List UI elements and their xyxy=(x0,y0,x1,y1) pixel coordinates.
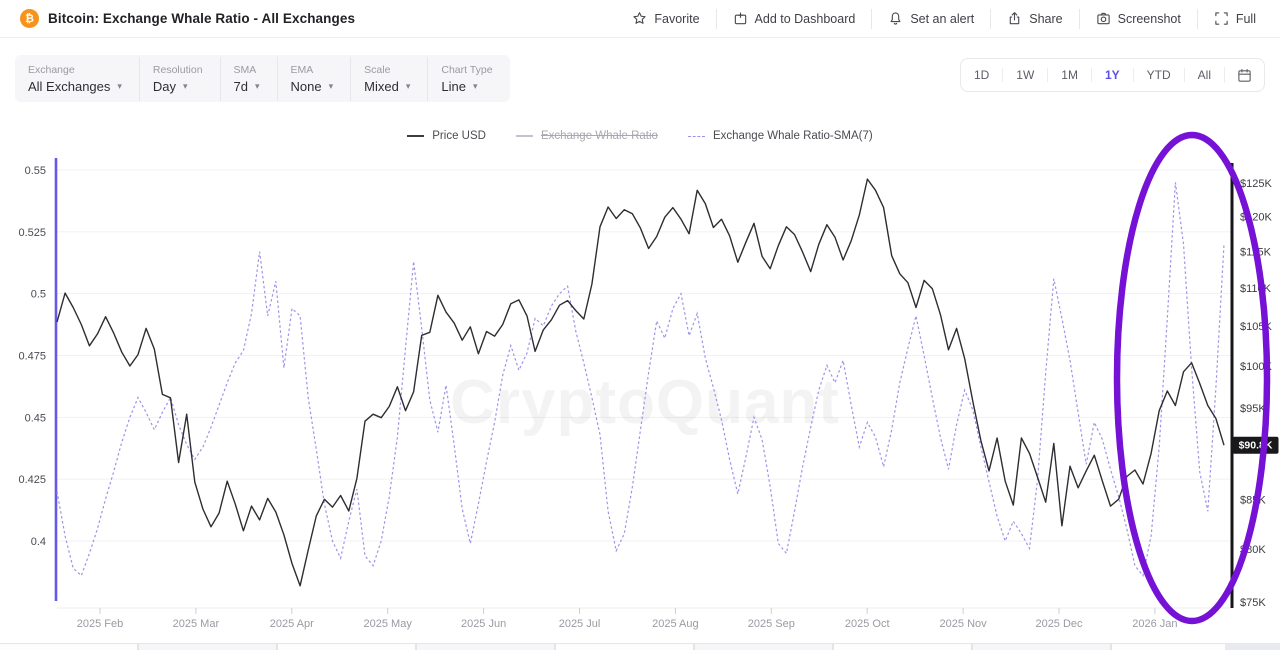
chevron-down-icon: ▾ xyxy=(183,80,188,91)
screenshot-button[interactable]: Screenshot xyxy=(1078,8,1197,29)
chart-legend: Price USD Exchange Whale Ratio Exchange … xyxy=(0,130,1280,142)
left-axis-tick-label: 0.5 xyxy=(31,289,46,301)
whale-ratio-line-swatch xyxy=(515,135,533,137)
share-button[interactable]: Share xyxy=(990,8,1078,29)
price-line-swatch xyxy=(407,135,425,137)
range-1w[interactable]: 1W xyxy=(1002,68,1047,82)
bell-icon xyxy=(890,12,901,25)
left-axis-tick-label: 0.525 xyxy=(18,227,46,239)
range-1m[interactable]: 1M xyxy=(1047,68,1091,82)
x-axis-tick-label: 2025 Nov xyxy=(940,618,988,630)
filter-toolbar: Exchange All Exchanges ▾ Resolution Day ▾ … xyxy=(15,55,510,102)
range-1d[interactable]: 1D xyxy=(973,68,990,82)
ema-select[interactable]: EMA None ▾ xyxy=(276,56,351,101)
exchange-select[interactable]: Exchange All Exchanges ▾ xyxy=(28,63,122,94)
dashboard-add-icon xyxy=(734,12,746,25)
timeline-scrollbar[interactable] xyxy=(0,643,1280,650)
legend-price-usd[interactable]: Price USD xyxy=(407,130,486,142)
range-1y[interactable]: 1Y xyxy=(1090,68,1133,82)
x-axis-tick-label: 2026 Jan xyxy=(1132,618,1177,630)
chevron-down-icon: ▾ xyxy=(328,80,334,91)
sma-line-swatch xyxy=(687,135,705,137)
favorite-button[interactable]: Favorite xyxy=(616,9,715,29)
legend-exchange-whale-ratio[interactable]: Exchange Whale Ratio xyxy=(515,130,658,142)
x-axis-tick-label: 2025 Apr xyxy=(270,618,314,630)
left-axis-tick-label: 0.475 xyxy=(18,350,46,362)
set-alert-button[interactable]: Set an alert xyxy=(871,8,990,29)
bitcoin-icon: ₿ xyxy=(20,9,39,28)
x-axis-tick-label: 2025 Sep xyxy=(748,618,795,630)
right-axis-tick-label: $95K xyxy=(1240,403,1266,415)
x-axis-tick-label: 2025 Jul xyxy=(559,618,601,630)
left-axis-tick-label: 0.4 xyxy=(31,536,46,548)
sma-select[interactable]: SMA 7d ▾ xyxy=(219,56,277,101)
custom-date-button[interactable] xyxy=(1224,67,1264,83)
header: ₿ Bitcoin: Exchange Whale Ratio - All Ex… xyxy=(0,0,1280,38)
left-axis-tick-label: 0.425 xyxy=(18,474,46,486)
page-title: Bitcoin: Exchange Whale Ratio - All Exch… xyxy=(48,11,356,26)
add-to-dashboard-button[interactable]: Add to Dashboard xyxy=(715,8,872,29)
x-axis-tick-label: 2025 Dec xyxy=(1035,618,1083,630)
chevron-down-icon: ▾ xyxy=(472,80,478,91)
star-icon xyxy=(633,12,646,24)
left-axis-tick-label: 0.55 xyxy=(25,165,46,177)
scale-select[interactable]: Scale Mixed ▾ xyxy=(350,56,427,101)
x-axis-tick-label: 2025 Mar xyxy=(173,618,220,630)
legend-whale-ratio-sma[interactable]: Exchange Whale Ratio-SMA(7) xyxy=(687,130,873,142)
x-axis-tick-label: 2025 May xyxy=(364,618,413,630)
price-usd-line xyxy=(56,178,1225,587)
timeline-scrollbar-handle[interactable] xyxy=(1225,643,1280,650)
x-axis-tick-label: 2025 Aug xyxy=(652,618,699,630)
chart-type-select[interactable]: Chart Type Line ▾ xyxy=(427,56,509,101)
fullscreen-button[interactable]: Full xyxy=(1196,8,1272,29)
chevron-down-icon: ▾ xyxy=(117,80,122,91)
resolution-select[interactable]: Resolution Day ▾ xyxy=(138,56,220,101)
x-axis-tick-label: 2025 Oct xyxy=(845,618,890,630)
chevron-down-icon: ▾ xyxy=(255,80,260,91)
right-axis-tick-label: $110K xyxy=(1240,283,1272,295)
range-selector: 1D 1W 1M 1Y YTD All xyxy=(959,58,1265,92)
watermark: CryptoQuant xyxy=(450,368,840,437)
x-axis-tick-label: 2025 Jun xyxy=(461,618,506,630)
x-axis-tick-label: 2025 Feb xyxy=(77,618,123,630)
range-all[interactable]: All xyxy=(1183,68,1224,82)
share-icon xyxy=(1009,12,1020,25)
highlight-ellipse-annotation[interactable] xyxy=(1113,131,1271,625)
camera-icon xyxy=(1096,12,1110,25)
header-actions: Favorite Add to Dashboard Set an alert S… xyxy=(616,0,1280,37)
fullscreen-icon xyxy=(1215,12,1228,25)
left-axis-tick-label: 0.45 xyxy=(25,412,46,424)
current-price-badge-label: $90.8K xyxy=(1239,440,1273,452)
calendar-icon xyxy=(1238,68,1251,82)
right-axis-tick-label: $75K xyxy=(1240,597,1266,609)
chevron-down-icon: ▾ xyxy=(405,80,411,91)
right-axis-tick-label: $125K xyxy=(1240,178,1272,190)
whale-ratio-sma-line xyxy=(56,182,1225,577)
range-ytd[interactable]: YTD xyxy=(1132,68,1184,82)
